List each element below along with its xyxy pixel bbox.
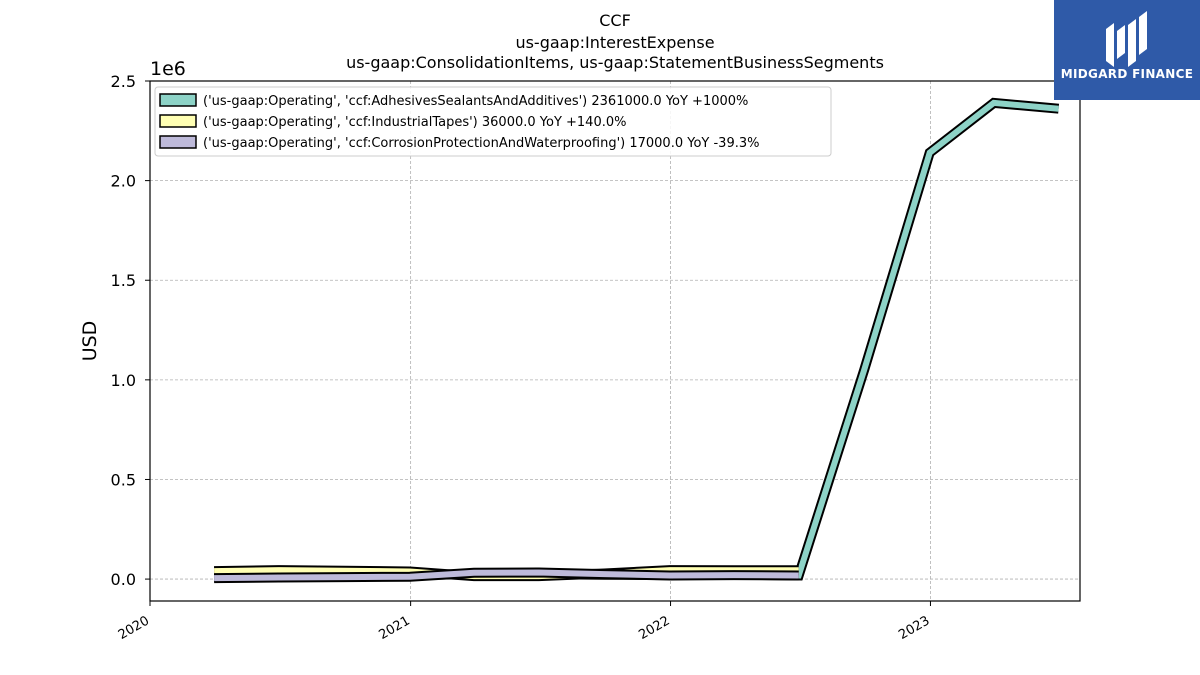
chart-title: CCF us-gaap:InterestExpense us-gaap:Cons… — [346, 11, 884, 72]
y-tick-label: 1.5 — [111, 271, 136, 290]
y-tick-label: 2.0 — [111, 172, 136, 191]
x-tick-label: 2022 — [636, 613, 672, 643]
legend-swatch-3 — [159, 135, 197, 149]
x-axis: 2020 2021 2022 2023 — [116, 601, 932, 643]
series-layer — [214, 97, 1060, 584]
y-axis: 0.0 0.5 1.0 1.5 2.0 2.5 — [111, 72, 150, 589]
logo-text: MIDGARD FINANCE — [1060, 67, 1194, 81]
x-tick-label: 2020 — [116, 613, 152, 643]
legend-entry-1: ('us-gaap:Operating', 'ccf:AdhesivesSeal… — [203, 94, 748, 109]
y-tick-label: 0.0 — [111, 570, 136, 589]
plot-frame — [149, 80, 1081, 602]
y-axis-label: USD — [79, 321, 101, 362]
logo-mark-icon — [1106, 11, 1147, 67]
y-tick-label: 2.5 — [111, 72, 136, 91]
legend-frame — [154, 86, 832, 157]
series-line-3 — [214, 569, 799, 582]
legend-swatch-2 — [159, 114, 197, 128]
chart-title-line-2: us-gaap:InterestExpense — [515, 33, 714, 52]
x-tick-label: 2023 — [896, 613, 932, 643]
chart-title-line-1: CCF — [599, 11, 631, 30]
legend-entry-3: ('us-gaap:Operating', 'ccf:CorrosionProt… — [203, 136, 759, 151]
legend-entry-2: ('us-gaap:Operating', 'ccf:IndustrialTap… — [203, 115, 626, 130]
chart-title-line-3: us-gaap:ConsolidationItems, us-gaap:Stat… — [346, 53, 884, 72]
series-line-1 — [214, 99, 1059, 581]
y-tick-label: 1.0 — [111, 371, 136, 390]
y-tick-label: 0.5 — [111, 470, 136, 489]
x-tick-label: 2021 — [376, 613, 412, 643]
brand-logo: MIDGARD FINANCE — [1054, 0, 1200, 100]
legend: ('us-gaap:Operating', 'ccf:AdhesivesSeal… — [154, 86, 832, 157]
grid-lines — [149, 80, 1080, 601]
series-outline-1 — [214, 97, 1060, 583]
y-offset-label: 1e6 — [150, 58, 186, 80]
legend-swatch-1 — [159, 93, 197, 107]
